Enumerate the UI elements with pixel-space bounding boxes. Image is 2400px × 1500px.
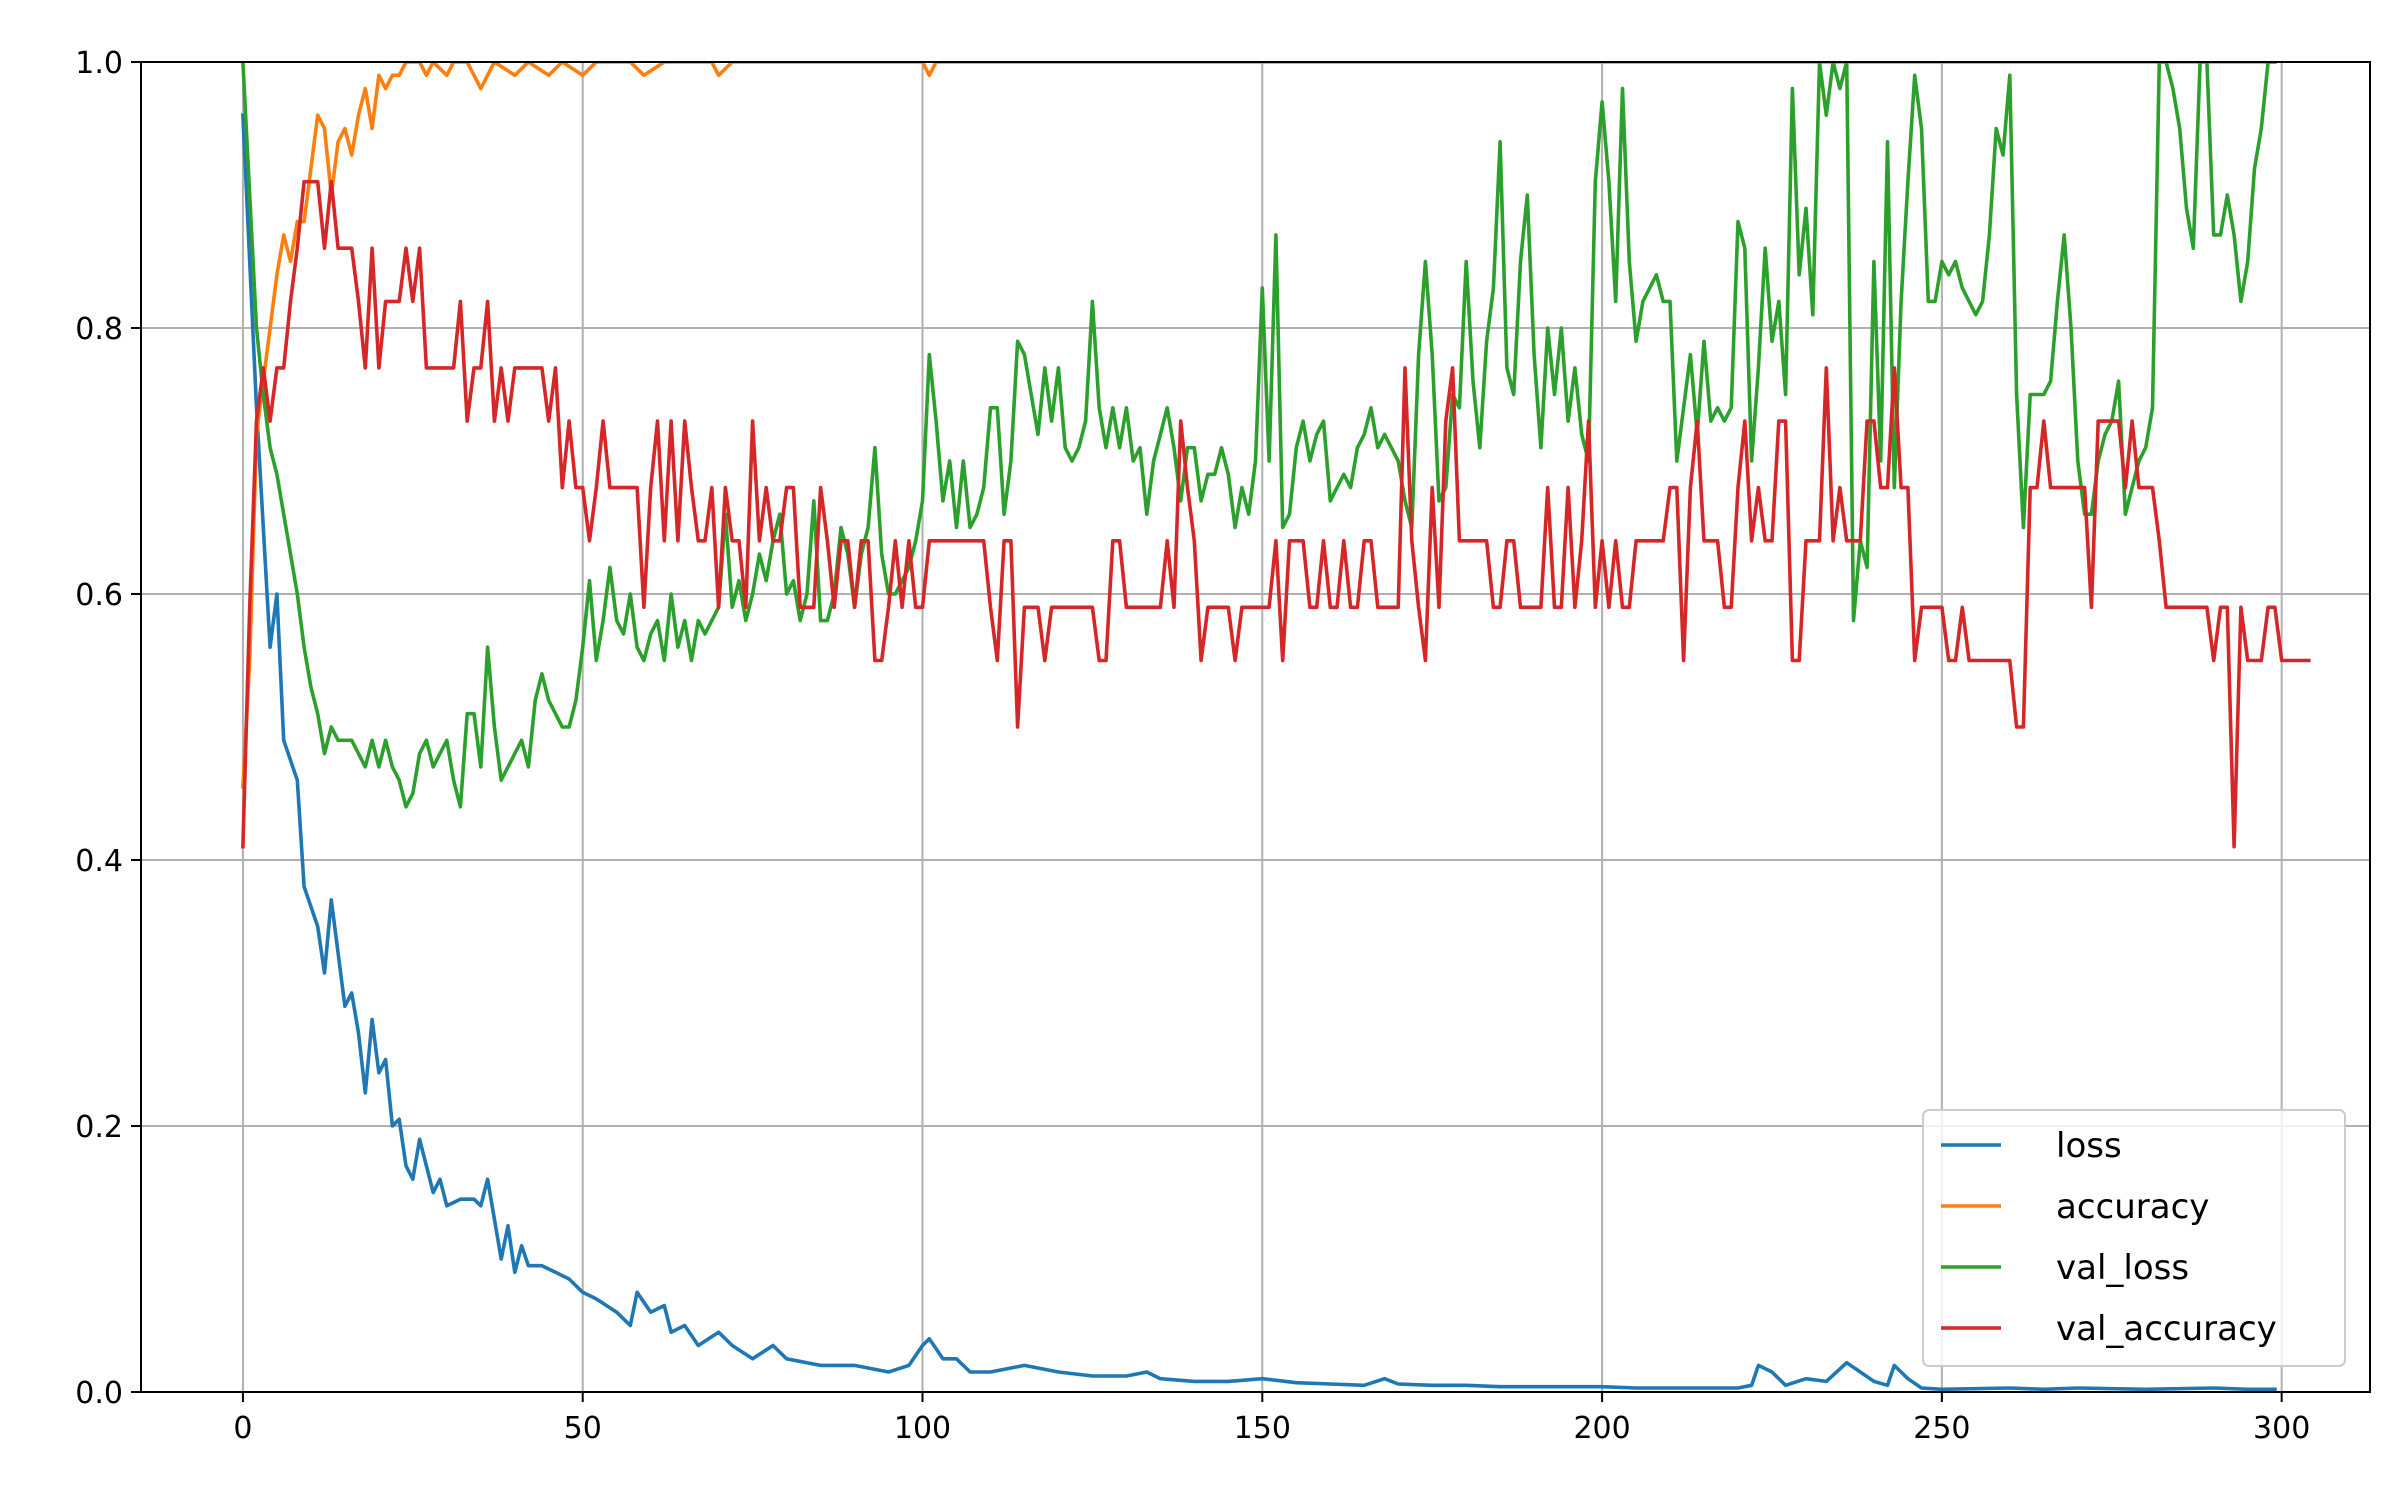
ticks: 0 50 100 150 200 250 300 0.0 0.2 0.4 0.6 0.8 1.0 <box>75 46 2310 1446</box>
legend-label: val_accuracy <box>2056 1309 2277 1349</box>
x-tick-label: 200 <box>1573 1411 1630 1446</box>
x-tick-label: 0 <box>233 1411 252 1446</box>
x-tick-label: 150 <box>1234 1411 1291 1446</box>
legend-label: loss <box>2056 1126 2122 1166</box>
y-tick-label: 0.8 <box>75 312 123 347</box>
y-tick-label: 0.0 <box>75 1376 123 1411</box>
x-tick-label: 100 <box>894 1411 951 1446</box>
legend-box <box>1922 1109 2346 1367</box>
legend: loss accuracy val_loss val_accuracy <box>1922 1109 2346 1367</box>
series-line-val-loss <box>241 62 2277 809</box>
legend-label: accuracy <box>2056 1187 2209 1227</box>
y-tick-label: 0.4 <box>75 844 123 879</box>
y-tick-label: 1.0 <box>75 46 123 81</box>
series-line-accuracy <box>241 62 2277 789</box>
x-tick-label: 250 <box>1913 1411 1970 1446</box>
series-line-val-accuracy <box>241 179 2311 849</box>
series-layer <box>241 62 2311 1392</box>
y-tick-label: 0.6 <box>75 578 123 613</box>
plot-frame <box>140 61 2371 1393</box>
x-tick-label: 300 <box>2253 1411 2310 1446</box>
x-tick-label: 50 <box>564 1411 602 1446</box>
y-tick-label: 0.2 <box>75 1110 123 1145</box>
series-line-loss <box>241 113 2277 1392</box>
legend-label: val_loss <box>2056 1248 2189 1288</box>
